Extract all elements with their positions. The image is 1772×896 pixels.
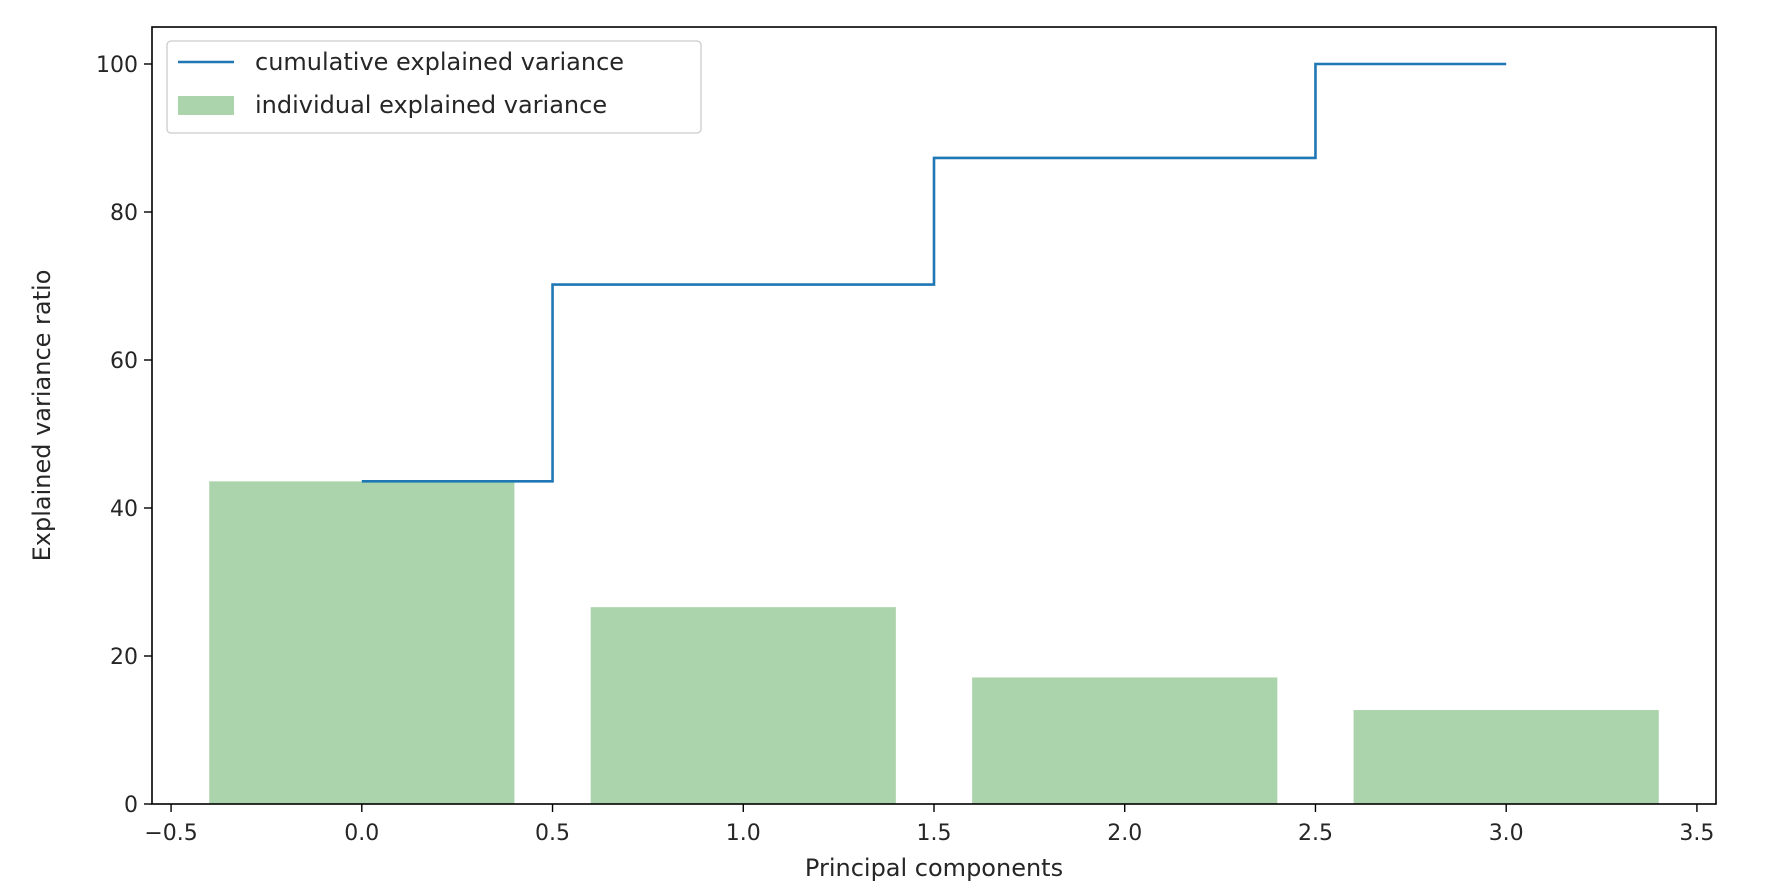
legend-label-cumulative: cumulative explained variance xyxy=(255,48,624,76)
x-tick-label-5: 2.0 xyxy=(1107,821,1142,846)
x-tick-label-3: 1.0 xyxy=(726,821,761,846)
x-tick-label-6: 2.5 xyxy=(1298,821,1333,846)
x-tick-label-1: 0.0 xyxy=(344,821,379,846)
x-tick-label-2: 0.5 xyxy=(535,821,570,846)
bar-1 xyxy=(590,607,896,804)
bar-2 xyxy=(972,677,1278,804)
y-tick-label-1: 20 xyxy=(110,645,138,670)
legend: cumulative explained variance individual… xyxy=(166,40,702,134)
x-tick-label-4: 1.5 xyxy=(917,821,952,846)
bar-0 xyxy=(209,481,515,804)
y-tick-label-5: 100 xyxy=(96,53,138,78)
bar-3 xyxy=(1353,710,1659,804)
y-tick-label-3: 60 xyxy=(110,349,138,374)
legend-box xyxy=(166,40,702,134)
legend-swatch-individual xyxy=(178,96,234,115)
x-tick-label-8: 3.5 xyxy=(1679,821,1714,846)
legend-label-individual: individual explained variance xyxy=(255,91,607,119)
x-tick-label-0: −0.5 xyxy=(144,821,197,846)
line-layer xyxy=(361,62,1507,483)
y-axis-label: Explained variance ratio xyxy=(28,270,56,562)
y-tick-label-4: 80 xyxy=(110,201,138,226)
y-tick-label-2: 40 xyxy=(110,497,138,522)
cumulative-step-line xyxy=(361,62,1507,483)
y-tick-label-0: 0 xyxy=(124,793,138,818)
x-tick-label-7: 3.0 xyxy=(1489,821,1524,846)
y-axis: 0 20 40 60 80 100 xyxy=(96,53,152,818)
x-axis-label: Principal components xyxy=(805,854,1063,882)
bars-layer xyxy=(209,481,1659,804)
x-axis: −0.5 0.0 0.5 1.0 1.5 2.0 2.5 3.0 3.5 xyxy=(144,804,1714,846)
